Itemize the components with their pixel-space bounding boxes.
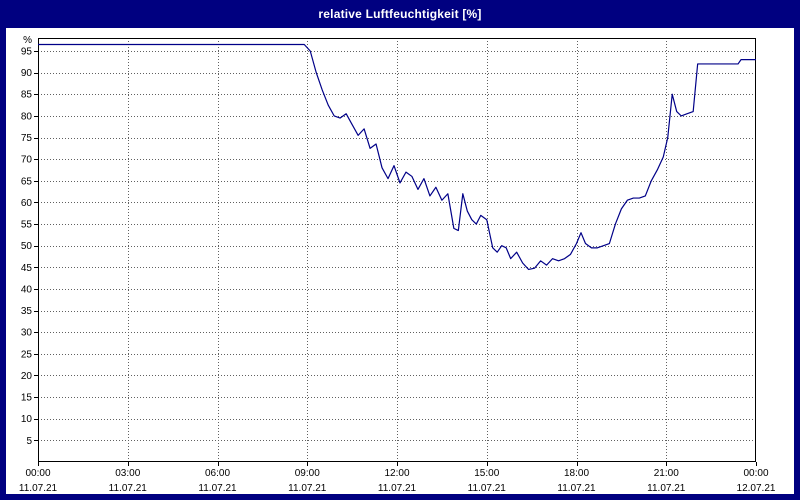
y-tick-label: 95 (21, 46, 33, 57)
y-tick-label: 90 (21, 68, 33, 79)
x-tick-time-label: 21:00 (654, 468, 679, 479)
y-tick-label: 30 (21, 328, 33, 339)
plot-border (38, 38, 756, 462)
x-tick-time-label: 15:00 (474, 468, 499, 479)
y-tick-label: 25 (21, 349, 33, 360)
y-tick-label: 50 (21, 241, 33, 252)
y-tick-label: 20 (21, 371, 33, 382)
humidity-line-chart: 5 10 15 20 25 30 35 40 45 50 55 60 65 70 75 80 85 90 95 00:… (19, 35, 776, 494)
y-tick-label: 35 (21, 306, 33, 317)
x-tick-date-label: 11.07.21 (647, 483, 686, 494)
x-tick-time-label: 00:00 (25, 468, 50, 479)
x-tick-date-label: 11.07.21 (557, 483, 596, 494)
y-tick-label: 75 (21, 133, 33, 144)
data-line-humidity (38, 43, 756, 271)
y-tick-label: 70 (21, 155, 33, 166)
y-axis-unit-label: % (23, 35, 32, 46)
x-tick-time-label: 12:00 (384, 468, 409, 479)
x-tick-time-label: 18:00 (564, 468, 589, 479)
x-tick-date-label: 11.07.21 (468, 483, 507, 494)
title-bar: relative Luftfeuchtigkeit [%] (0, 0, 800, 28)
y-tick-label: 65 (21, 176, 33, 187)
y-tick-label: 80 (21, 111, 33, 122)
y-tick-label: 5 (26, 436, 32, 447)
x-tick-date-label: 12.07.21 (737, 483, 776, 494)
y-tick-label: 45 (21, 263, 33, 274)
x-tick-time-label: 09:00 (295, 468, 320, 479)
x-tick-date-label: 11.07.21 (19, 483, 58, 494)
y-tick-label: 40 (21, 284, 33, 295)
y-tick-label: 55 (21, 220, 33, 231)
y-tick-label: 85 (21, 90, 33, 101)
chart-title: relative Luftfeuchtigkeit [%] (318, 7, 482, 21)
x-tick-date-label: 11.07.21 (378, 483, 417, 494)
y-tick-label: 15 (21, 393, 33, 404)
x-tick-date-label: 11.07.21 (198, 483, 237, 494)
x-tick-date-label: 11.07.21 (109, 483, 148, 494)
x-tick-date-label: 11.07.21 (288, 483, 327, 494)
chart-panel: 5 10 15 20 25 30 35 40 45 50 55 60 65 70 75 80 85 90 95 00:… (6, 28, 794, 494)
x-tick-time-label: 06:00 (205, 468, 230, 479)
y-tick-label: 60 (21, 198, 33, 209)
y-tick-label: 10 (21, 414, 33, 425)
x-tick-time-label: 00:00 (743, 468, 768, 479)
x-tick-time-label: 03:00 (115, 468, 140, 479)
